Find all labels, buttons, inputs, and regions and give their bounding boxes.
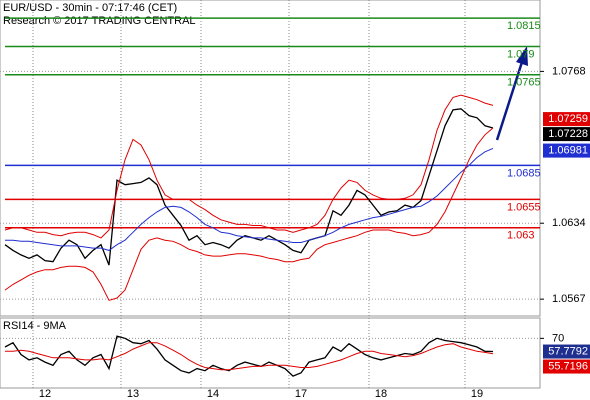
level-label: 1.063 bbox=[507, 230, 535, 242]
series-line bbox=[4, 335, 494, 377]
chart-title: EUR/USD - 30min - 07:17:46 (CET) bbox=[3, 2, 177, 14]
series-line bbox=[4, 108, 494, 266]
price-tag bbox=[543, 127, 590, 142]
price-tag bbox=[543, 359, 590, 374]
rsi-panel bbox=[0, 317, 541, 389]
price-tag bbox=[543, 112, 590, 127]
y-tick-label: 70 bbox=[552, 332, 564, 344]
main-panel bbox=[0, 0, 541, 317]
series-line bbox=[5, 342, 494, 371]
x-tick-label: 18 bbox=[375, 388, 387, 400]
x-tick-label: 19 bbox=[471, 388, 483, 400]
y-tick-label: 1.0768 bbox=[552, 65, 586, 77]
price-tag-label: 1.06981 bbox=[548, 144, 588, 156]
price-tag bbox=[543, 344, 590, 359]
series-line bbox=[4, 94, 494, 239]
level-label: 1.0765 bbox=[507, 77, 541, 89]
forecast-arrowhead bbox=[516, 46, 528, 66]
level-label: 1.079 bbox=[507, 48, 535, 60]
price-tag-label: 1.07228 bbox=[548, 128, 588, 140]
x-tick-label: 14 bbox=[207, 388, 219, 400]
level-label: 1.0815 bbox=[507, 20, 541, 32]
level-label: 1.0685 bbox=[507, 167, 541, 179]
x-tick-label: 13 bbox=[127, 388, 139, 400]
level-label: 1.0655 bbox=[507, 201, 541, 213]
chart-subtitle: Research © 2017 TRADING CENTRAL bbox=[3, 15, 196, 27]
rsi-title: RSI14 - 9MA bbox=[3, 320, 67, 332]
price-tag bbox=[543, 143, 590, 158]
x-tick-label: 17 bbox=[295, 388, 307, 400]
series-line bbox=[4, 127, 494, 301]
price-tag-label: 1.07259 bbox=[548, 113, 588, 125]
price-tag-label: 55.7196 bbox=[548, 360, 588, 372]
x-tick-label: 12 bbox=[39, 388, 51, 400]
y-tick-label: 1.0567 bbox=[552, 293, 586, 305]
price-tag-label: 57.7792 bbox=[548, 345, 588, 357]
series-line bbox=[5, 147, 494, 251]
y-tick-label: 1.0634 bbox=[552, 217, 586, 229]
